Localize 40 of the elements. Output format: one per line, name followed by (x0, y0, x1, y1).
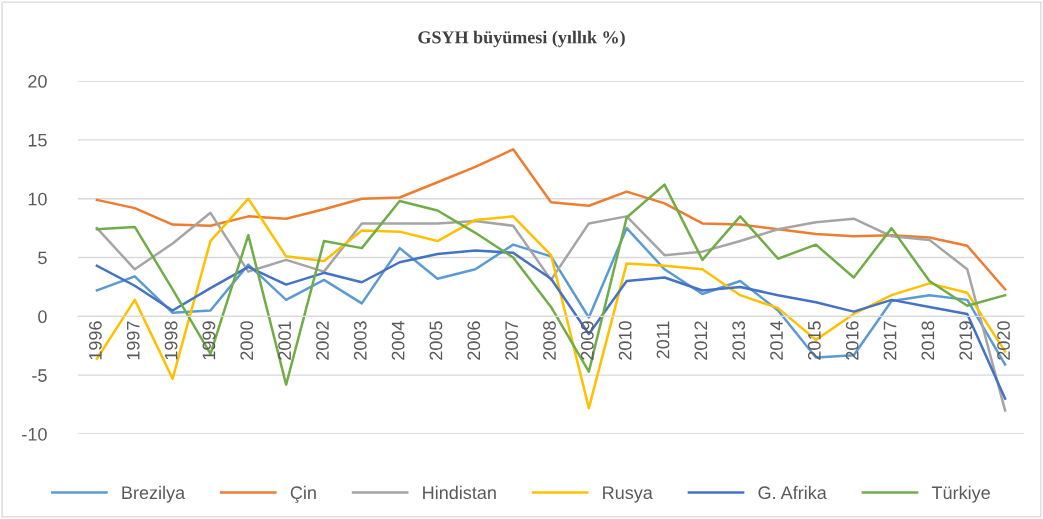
x-tick-label: 2002 (316, 321, 329, 360)
legend-label: Hindistan (423, 485, 496, 500)
x-tick-label: 2016 (845, 321, 859, 360)
x-tick-label: 2019 (959, 321, 973, 360)
x-tick-label: 2008 (543, 321, 556, 360)
y-tick-label: 0 (38, 310, 47, 324)
x-tick-label: 2012 (694, 321, 708, 360)
x-tick-label: 2014 (770, 321, 783, 360)
x-tick-label: 2009 (580, 321, 594, 360)
y-tick-label: 10 (28, 192, 47, 206)
x-tick-label: 2004 (391, 321, 405, 360)
x-tick-label: 2000 (240, 321, 254, 360)
chart-title: GSYH büyümesi (yıllık %) (418, 30, 625, 48)
x-tick-label: 1999 (202, 321, 216, 360)
x-tick-label: 2010 (618, 321, 632, 360)
y-tick-label: -10 (22, 427, 47, 441)
y-tick-label: 20 (28, 75, 47, 88)
x-tick-label: 2011 (656, 321, 670, 359)
line-series (95, 148, 1007, 291)
legend-label: G. Afrika (758, 485, 827, 500)
x-tick-label: 2017 (883, 321, 897, 360)
y-tick-label: 5 (38, 251, 47, 265)
y-tick-label: -5 (32, 369, 47, 382)
legend-label: Brezilya (122, 485, 186, 503)
legend-label: Rusya (603, 486, 653, 503)
x-tick-label: 2007 (505, 321, 519, 360)
x-tick-label: 2020 (997, 321, 1010, 360)
legend-label: Türkiye (931, 485, 990, 503)
x-tick-label: 2006 (467, 321, 481, 360)
x-tick-label: 2001 (278, 321, 291, 360)
y-tick-label: 15 (28, 134, 47, 147)
legend-label: Çin (290, 485, 316, 503)
x-tick-label: 2003 (353, 321, 367, 360)
x-tick-label: 1996 (89, 321, 102, 360)
x-tick-label: 1998 (164, 321, 178, 360)
x-tick-label: 1997 (126, 321, 140, 360)
x-tick-label: 2005 (429, 321, 443, 360)
x-tick-label: 2018 (921, 321, 935, 360)
x-tick-label: 2013 (732, 321, 746, 360)
x-tick-label: 2015 (807, 321, 821, 360)
